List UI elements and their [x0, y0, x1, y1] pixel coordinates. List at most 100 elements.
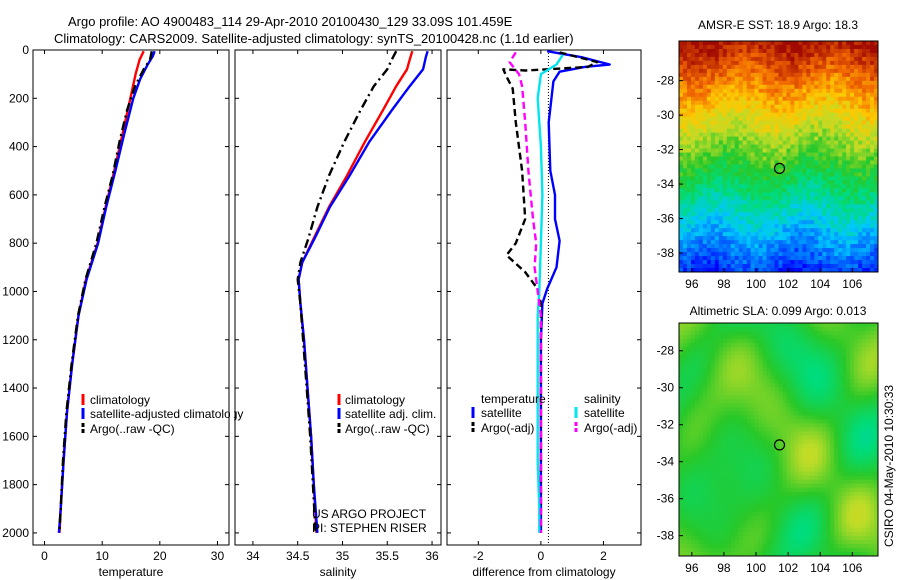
map-cell — [734, 144, 740, 150]
map-cell — [682, 323, 688, 328]
map-cell — [714, 252, 720, 257]
map-cell — [874, 363, 878, 368]
map-cell — [802, 260, 807, 265]
map-cell — [790, 228, 796, 233]
map-cell — [778, 347, 784, 352]
map-cell — [722, 383, 728, 388]
map-cell — [730, 431, 736, 437]
map-cell — [786, 403, 792, 408]
map-cell — [702, 128, 708, 134]
map-cell — [679, 375, 684, 380]
map-cell — [854, 387, 859, 392]
map-cell — [770, 92, 776, 98]
map-cell — [850, 228, 855, 233]
map-cell — [746, 427, 752, 433]
map-cell — [694, 100, 700, 106]
map-cell — [710, 371, 716, 376]
map-cell — [850, 116, 855, 122]
map-cell — [866, 132, 871, 138]
map-cell — [742, 268, 748, 272]
map-cell — [750, 367, 756, 372]
map-cell — [802, 76, 807, 82]
map-cell — [846, 359, 851, 364]
map-cell — [746, 419, 752, 425]
temperature-legend-clip — [230, 395, 234, 440]
map-cell — [690, 467, 696, 473]
map-cell — [814, 112, 819, 118]
map-cell — [702, 140, 708, 146]
map-cell — [854, 120, 859, 126]
map-cell — [770, 156, 776, 162]
map-cell — [714, 156, 720, 162]
map-cell — [750, 347, 756, 352]
map-cell — [746, 192, 752, 197]
map-cell — [722, 399, 728, 404]
map-cell — [679, 168, 684, 174]
map-cell — [742, 232, 748, 237]
map-cell — [679, 132, 684, 138]
map-cell — [682, 455, 688, 461]
map-cell — [758, 244, 764, 249]
map-cell — [838, 200, 843, 205]
map-cell — [714, 228, 720, 233]
map-cell — [774, 455, 780, 461]
map-cell — [762, 112, 768, 118]
map-cell — [718, 367, 724, 372]
map-cell — [754, 104, 760, 110]
map-cell — [682, 399, 688, 404]
map-cell — [782, 331, 788, 336]
map-cell — [702, 228, 708, 233]
map-cell — [714, 48, 720, 54]
map-cell — [714, 467, 720, 473]
map-cell — [774, 200, 780, 205]
map-cell — [770, 220, 776, 225]
map-cell — [750, 427, 756, 433]
map-cell — [850, 323, 855, 328]
map-cell — [862, 64, 867, 70]
map-cell — [730, 52, 736, 58]
map-cell — [722, 136, 728, 142]
map-cell — [778, 68, 784, 74]
map-cell — [694, 84, 700, 90]
map-cell — [798, 355, 803, 360]
map-cell — [790, 419, 796, 425]
map-cell — [774, 104, 780, 110]
map-cell — [806, 160, 811, 166]
map-cell — [726, 451, 732, 457]
map-cell — [838, 343, 843, 348]
map-cell — [694, 419, 700, 425]
map-cell — [738, 132, 744, 138]
map-cell — [718, 359, 724, 364]
map-cell — [830, 184, 835, 189]
map-cell — [826, 331, 831, 336]
map-cell — [710, 152, 716, 158]
map-cell — [758, 455, 764, 461]
map-cell — [838, 160, 843, 166]
x-tick-label: 98 — [717, 277, 731, 291]
map-cell — [750, 116, 756, 122]
map-cell — [874, 168, 878, 174]
map-cell — [770, 359, 776, 364]
map-cell — [710, 463, 716, 469]
map-cell — [770, 188, 776, 193]
map-cell — [690, 228, 696, 233]
map-cell — [838, 156, 843, 162]
map-cell — [690, 232, 696, 237]
map-cell — [798, 60, 803, 66]
map-cell — [814, 168, 819, 174]
map-cell — [778, 92, 784, 98]
map-cell — [778, 172, 784, 178]
map-cell — [754, 68, 760, 74]
map-cell — [679, 399, 684, 404]
map-cell — [770, 395, 776, 400]
map-cell — [810, 76, 815, 82]
map-cell — [762, 176, 768, 181]
map-cell — [690, 172, 696, 178]
map-cell — [842, 260, 847, 265]
map-cell — [794, 204, 799, 209]
map-cell — [718, 399, 724, 404]
map-cell — [822, 176, 827, 181]
map-cell — [826, 359, 831, 364]
map-cell — [850, 152, 855, 158]
map-cell — [706, 208, 712, 213]
